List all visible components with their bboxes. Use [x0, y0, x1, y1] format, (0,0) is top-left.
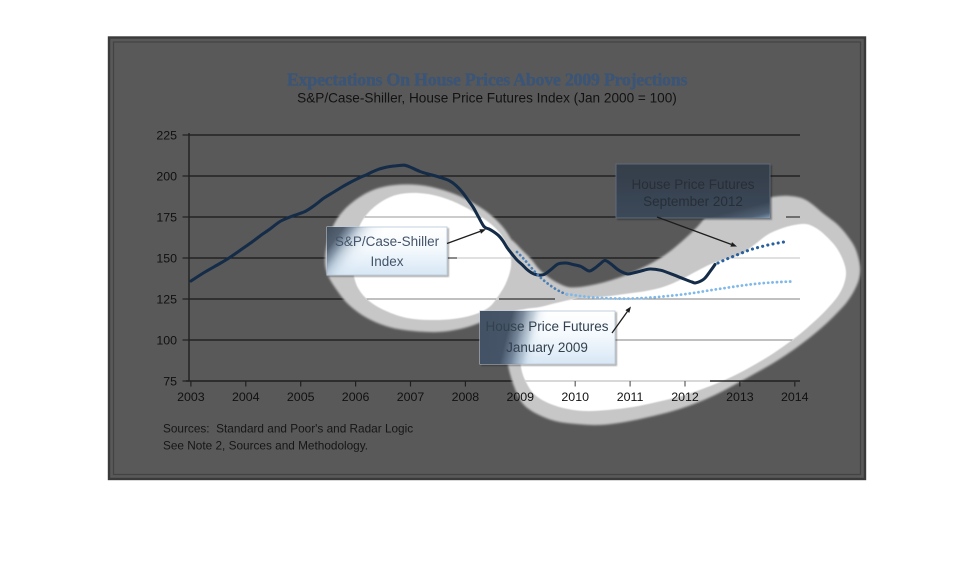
svg-text:100: 100 — [156, 333, 177, 347]
svg-text:House Price Futures: House Price Futures — [631, 177, 754, 192]
svg-text:S&P/Case-Shiller, House Price: S&P/Case-Shiller, House Price Futures In… — [297, 91, 677, 106]
svg-text:2011: 2011 — [617, 390, 644, 404]
svg-text:2014: 2014 — [781, 390, 809, 404]
svg-text:2007: 2007 — [397, 390, 425, 404]
svg-text:200: 200 — [156, 169, 177, 183]
svg-text:S&P/Case-Shiller: S&P/Case-Shiller — [335, 234, 440, 249]
svg-text:150: 150 — [156, 251, 177, 265]
svg-text:2010: 2010 — [561, 390, 589, 404]
svg-text:75: 75 — [163, 374, 177, 388]
svg-text:2003: 2003 — [177, 390, 205, 404]
svg-text:Index: Index — [370, 254, 403, 269]
svg-text:175: 175 — [156, 210, 177, 224]
svg-text:Sources: Standard and Poor's: Sources: Standard and Poor's and Radar L… — [163, 422, 413, 436]
svg-text:2005: 2005 — [287, 390, 315, 404]
svg-text:2009: 2009 — [507, 390, 535, 404]
svg-text:2013: 2013 — [726, 390, 754, 404]
svg-text:2012: 2012 — [671, 390, 699, 404]
svg-text:January 2009: January 2009 — [506, 340, 588, 355]
svg-text:Expectations On House Prices A: Expectations On House Prices Above 2009 … — [287, 70, 688, 90]
svg-text:2006: 2006 — [342, 390, 370, 404]
svg-text:September 2012: September 2012 — [643, 194, 743, 209]
svg-text:125: 125 — [156, 292, 177, 306]
svg-text:House Price Futures: House Price Futures — [485, 319, 608, 334]
svg-text:See Note 2, Sources and Method: See Note 2, Sources and Methodology. — [163, 439, 368, 453]
svg-text:225: 225 — [156, 128, 177, 142]
svg-text:2004: 2004 — [232, 390, 260, 404]
svg-text:2008: 2008 — [452, 390, 480, 404]
